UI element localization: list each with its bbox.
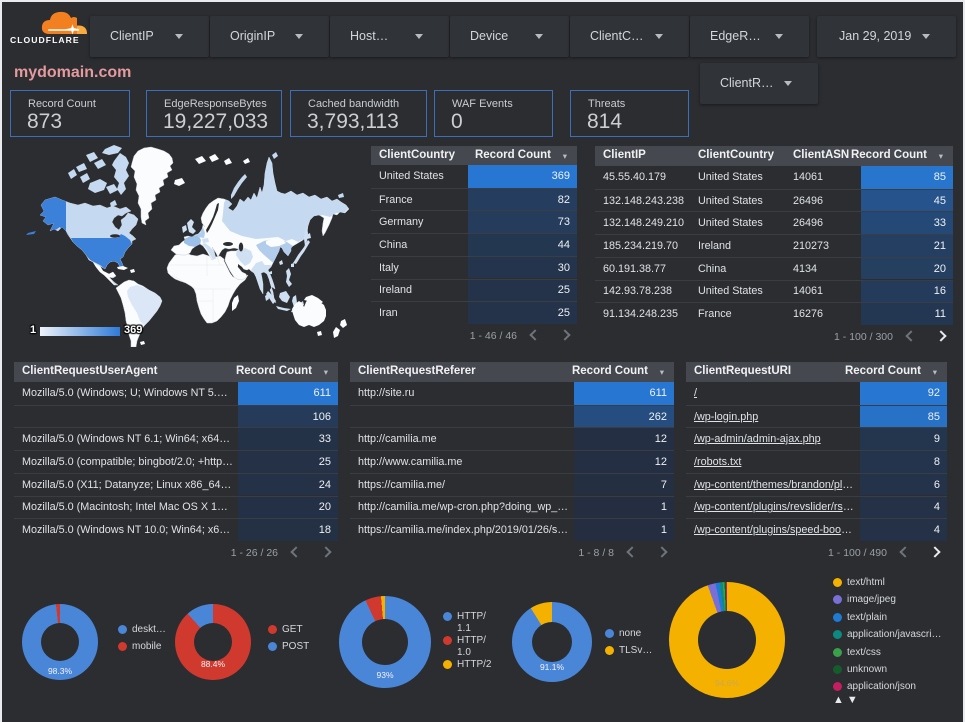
svg-text:CLOUDFLARE: CLOUDFLARE <box>10 35 80 45</box>
